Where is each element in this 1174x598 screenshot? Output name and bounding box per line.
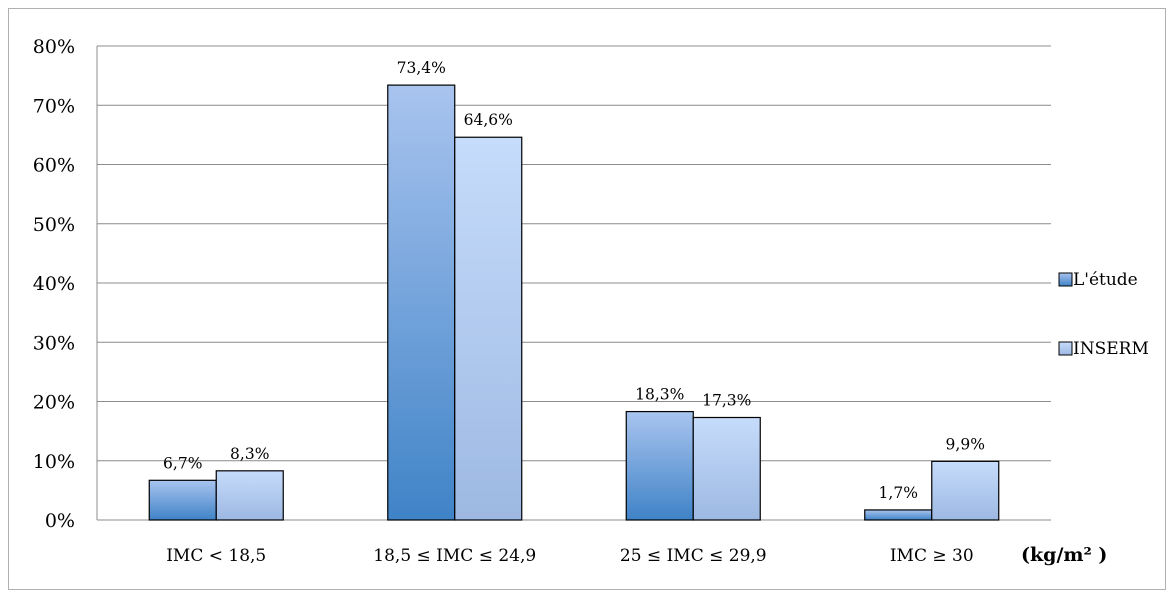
- y-tick-label: 20%: [33, 392, 75, 414]
- data-labels: 6,7% 8,3% 73,4% 64,6% 18,3% 17,3% 1,7% 9,9%: [163, 59, 985, 502]
- y-tick-label: 30%: [33, 332, 75, 354]
- data-label: 1,7%: [879, 484, 918, 502]
- data-label: 8,3%: [230, 445, 269, 463]
- data-label: 73,4%: [397, 59, 446, 77]
- legend: L'étude INSERM: [1058, 270, 1149, 359]
- legend-item: INSERM: [1058, 339, 1149, 359]
- bar-etude: [864, 509, 933, 521]
- y-tick-label: 70%: [33, 95, 75, 117]
- y-tick-label: 80%: [33, 36, 75, 58]
- x-category-label: 18,5 ≤ IMC ≤ 24,9: [373, 546, 536, 566]
- bar-etude: [625, 410, 694, 521]
- legend-item: L'étude: [1058, 270, 1138, 290]
- y-tick-label: 60%: [33, 155, 75, 177]
- x-category-label: 25 ≤ IMC ≤ 29,9: [620, 546, 767, 566]
- y-axis-ticks: 0% 10% 20% 30% 40% 50% 60% 70% 80%: [33, 36, 75, 532]
- bar-inserm: [215, 470, 284, 521]
- y-tick-label: 10%: [33, 451, 75, 473]
- y-tick-label: 50%: [33, 214, 75, 236]
- x-category-label: IMC < 18,5: [166, 546, 266, 566]
- legend-swatch: [1058, 272, 1073, 287]
- legend-label: L'étude: [1073, 270, 1138, 290]
- data-label: 64,6%: [464, 111, 513, 129]
- chart-frame: 0% 10% 20% 30% 40% 50% 60% 70% 80% 6,7% 8,3% 73,4%…: [8, 8, 1166, 590]
- gridlines: [96, 45, 1051, 521]
- data-label: 9,9%: [946, 435, 985, 453]
- legend-swatch: [1058, 341, 1073, 356]
- data-label: 17,3%: [702, 391, 751, 409]
- data-label: 6,7%: [163, 454, 202, 472]
- bars: [148, 84, 1000, 521]
- bar-etude: [148, 479, 217, 521]
- y-tick-label: 0%: [45, 510, 75, 532]
- bar-chart: 0% 10% 20% 30% 40% 50% 60% 70% 80% 6,7% 8,3% 73,4%…: [33, 36, 1149, 566]
- x-category-label: IMC ≥ 30: [890, 546, 974, 566]
- bar-inserm: [454, 136, 523, 521]
- x-axis-categories: IMC < 18,5 18,5 ≤ IMC ≤ 24,9 25 ≤ IMC ≤ 29…: [166, 546, 973, 566]
- unit-label: (kg/m² ): [1021, 544, 1107, 566]
- y-tick-label: 40%: [33, 273, 75, 295]
- legend-label: INSERM: [1073, 339, 1149, 359]
- bar-inserm: [692, 416, 761, 521]
- data-label: 18,3%: [635, 386, 684, 404]
- bar-inserm: [931, 460, 1000, 521]
- bar-etude: [387, 84, 456, 521]
